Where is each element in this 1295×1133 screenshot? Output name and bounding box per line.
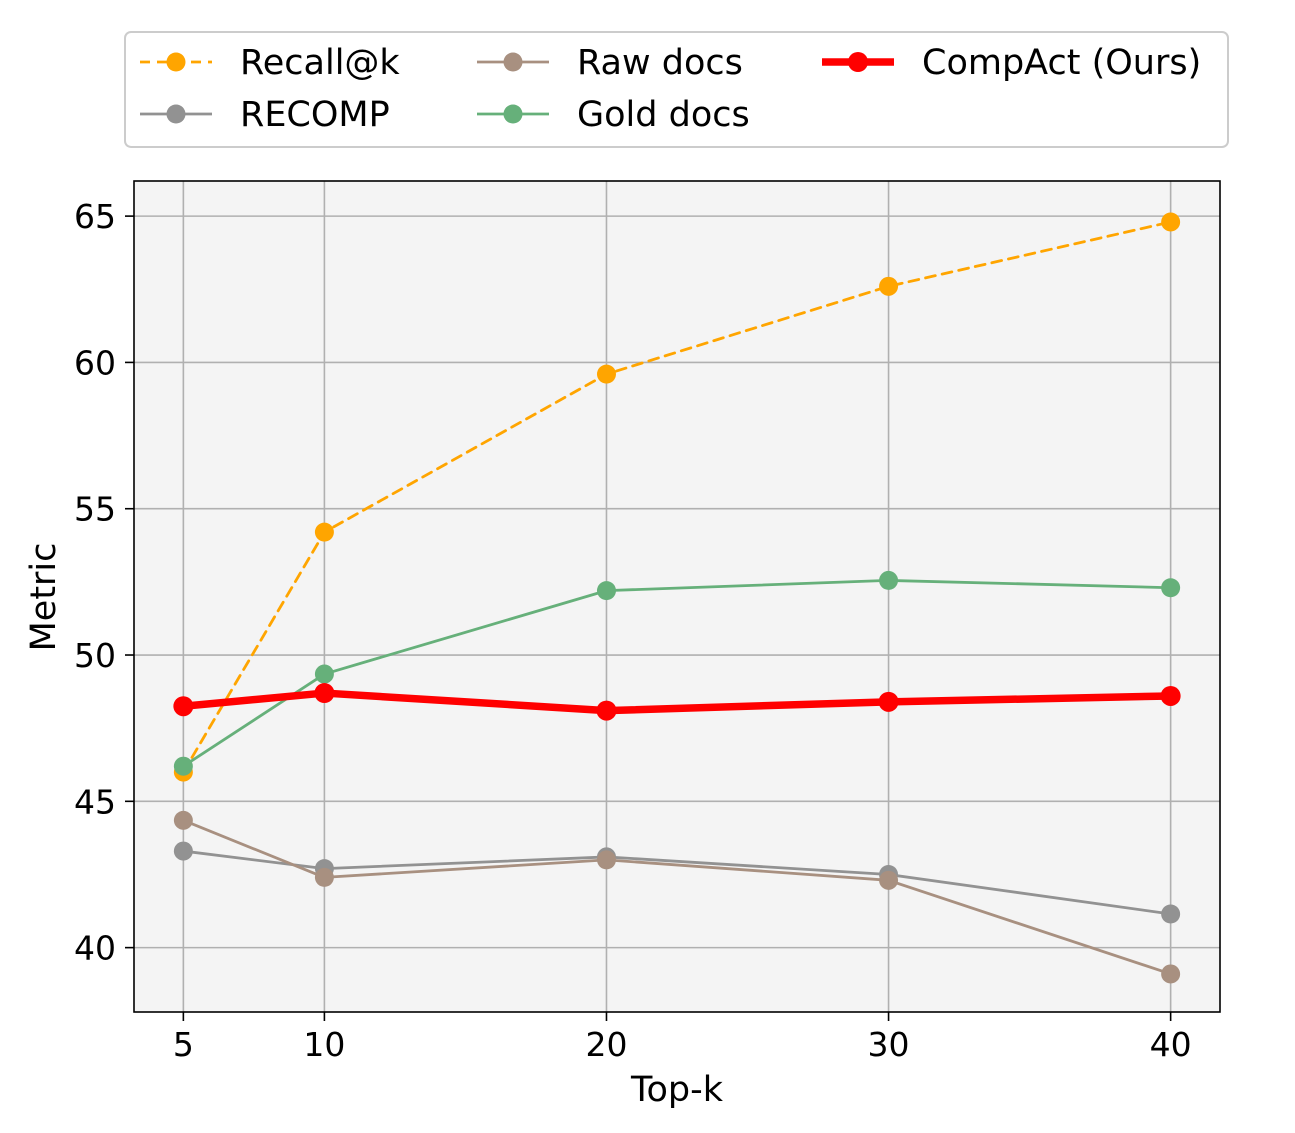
data-point-compact-ours: [1160, 685, 1181, 706]
y-tick-label: 45: [74, 782, 116, 821]
legend-label: CompAct (Ours): [922, 43, 1201, 83]
legend-label: RECOMP: [240, 95, 390, 135]
data-point-compact-ours: [596, 700, 617, 721]
legend-swatch-marker: [166, 52, 186, 72]
legend-label: Gold docs: [577, 95, 750, 135]
data-point-raw-docs: [1161, 964, 1181, 984]
legend-swatch-marker: [503, 52, 523, 72]
y-axis-label: Metric: [24, 543, 64, 652]
series-lines: [173, 212, 1181, 984]
series-gold-docs: [173, 570, 1181, 776]
x-tick-label: 30: [868, 1025, 910, 1064]
data-point-recall-k: [879, 276, 899, 296]
x-tick-label: 5: [173, 1025, 194, 1064]
data-point-recomp: [1161, 904, 1181, 924]
data-point-compact-ours: [878, 691, 899, 712]
y-tick-label: 50: [74, 636, 116, 675]
x-tick-label: 40: [1150, 1025, 1192, 1064]
data-point-gold-docs: [314, 664, 334, 684]
x-tick-label: 10: [303, 1025, 345, 1064]
x-tick-label: 20: [585, 1025, 627, 1064]
axis-ticks: 5 10 20 30 40 40 45 50 55 60 65: [74, 197, 1192, 1064]
legend-item-gold-docs: Gold docs: [477, 95, 750, 135]
data-point-gold-docs: [173, 756, 193, 776]
y-tick-label: 60: [74, 343, 116, 382]
legend-label: Raw docs: [577, 43, 743, 83]
legend-frame: [124, 31, 1229, 148]
legend: Recall@k RECOMP Raw docs Gold docs CompAct (…: [124, 31, 1229, 148]
series-recall-k: [173, 212, 1181, 782]
data-point-compact-ours: [314, 683, 335, 704]
data-point-recall-k: [1161, 212, 1181, 232]
data-point-recall-k: [596, 364, 616, 384]
y-tick-label: 40: [74, 929, 116, 968]
x-axis-label: Top-k: [630, 1070, 724, 1110]
data-point-gold-docs: [879, 570, 899, 590]
data-point-raw-docs: [173, 810, 193, 830]
data-point-compact-ours: [173, 696, 194, 717]
legend-item-compact-ours: CompAct (Ours): [822, 43, 1201, 83]
plot-background: [134, 181, 1220, 1012]
legend-swatch-marker: [848, 52, 868, 72]
legend-swatch-marker: [166, 104, 186, 124]
data-point-recall-k: [314, 522, 334, 542]
data-point-raw-docs: [879, 870, 899, 890]
y-tick-label: 55: [74, 490, 116, 529]
y-tick-label: 65: [74, 197, 116, 236]
series-compact-ours: [173, 683, 1181, 721]
legend-item-recomp: RECOMP: [140, 95, 390, 135]
data-point-gold-docs: [596, 581, 616, 601]
data-point-recomp: [173, 841, 193, 861]
legend-label: Recall@k: [240, 43, 400, 83]
series-raw-docs: [173, 810, 1181, 984]
legend-item-recall-k: Recall@k: [140, 43, 400, 83]
legend-item-raw-docs: Raw docs: [477, 43, 743, 83]
plot-frame: [133, 180, 1221, 1013]
data-point-gold-docs: [1161, 578, 1181, 598]
data-point-raw-docs: [596, 850, 616, 870]
data-point-raw-docs: [314, 867, 334, 887]
legend-swatch-marker: [503, 104, 523, 124]
